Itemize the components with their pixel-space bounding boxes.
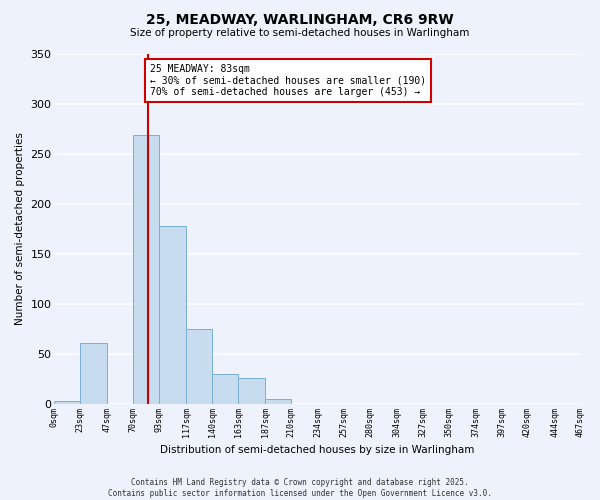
Text: Size of property relative to semi-detached houses in Warlingham: Size of property relative to semi-detach… — [130, 28, 470, 38]
Y-axis label: Number of semi-detached properties: Number of semi-detached properties — [15, 132, 25, 326]
Bar — [159, 226, 186, 404]
Text: Contains HM Land Registry data © Crown copyright and database right 2025.
Contai: Contains HM Land Registry data © Crown c… — [108, 478, 492, 498]
Text: 25, MEADWAY, WARLINGHAM, CR6 9RW: 25, MEADWAY, WARLINGHAM, CR6 9RW — [146, 12, 454, 26]
Bar — [186, 329, 212, 404]
Bar — [80, 343, 107, 404]
X-axis label: Distribution of semi-detached houses by size in Warlingham: Distribution of semi-detached houses by … — [160, 445, 475, 455]
Bar — [133, 135, 159, 404]
Text: 25 MEADWAY: 83sqm
← 30% of semi-detached houses are smaller (190)
70% of semi-de: 25 MEADWAY: 83sqm ← 30% of semi-detached… — [150, 64, 427, 97]
Bar — [55, 401, 80, 404]
Bar — [238, 378, 265, 404]
Bar — [265, 399, 291, 404]
Bar — [212, 374, 238, 404]
